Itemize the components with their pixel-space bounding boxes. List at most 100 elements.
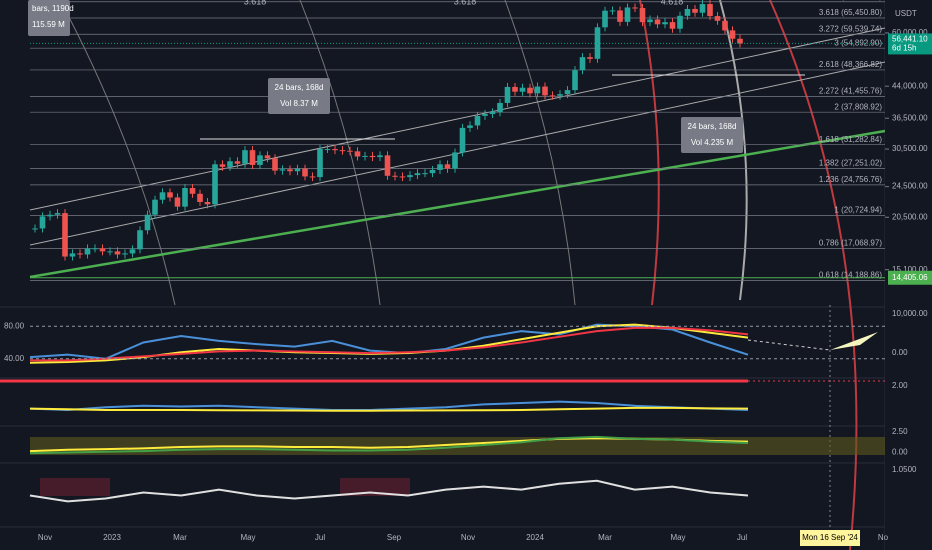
currency: USDT (895, 9, 917, 18)
y-tick-label: 15,100.00 (892, 265, 928, 274)
candle (392, 175, 398, 177)
trendline (29, 27, 886, 211)
candle (512, 86, 518, 92)
candle (437, 164, 443, 170)
price-tag (888, 33, 932, 55)
fib-arc (59, 0, 176, 306)
candle (632, 7, 638, 9)
range-box (268, 78, 330, 114)
fib-arc (719, 0, 748, 301)
arrow (830, 332, 878, 350)
candle (32, 228, 38, 230)
right-label: 0.00 (892, 348, 908, 357)
time-label: May (670, 533, 685, 542)
candle (39, 216, 46, 229)
right-label: 1.0500 (892, 465, 917, 474)
y-tick-label: 24,500.00 (892, 182, 928, 191)
candle (99, 248, 106, 252)
candle (482, 114, 488, 116)
candle (144, 214, 151, 231)
right-label: 0.00 (892, 448, 908, 457)
countdown: 6d 15h (892, 44, 916, 53)
time-label: 2023 (103, 533, 121, 542)
candle (197, 193, 203, 203)
candle (534, 86, 541, 94)
candle (212, 164, 218, 205)
candle (129, 249, 136, 254)
time-label: May (240, 533, 255, 542)
candle (572, 70, 578, 91)
candle (407, 175, 413, 178)
candle (362, 155, 368, 157)
right-label: 2.50 (892, 427, 908, 436)
candle (497, 102, 503, 113)
candle (257, 155, 263, 165)
top-label: 3.618 (244, 0, 267, 6)
candle (77, 253, 83, 255)
range-vol: Vol 8.37 M (280, 99, 318, 108)
left-label: 40.00 (4, 354, 25, 363)
fib-label: 1.618 (31,282.84) (819, 135, 882, 144)
fib-label: 1.382 (27,251.02) (819, 158, 882, 167)
fib-label: 0.618 (14,188.86) (819, 270, 882, 279)
candle (62, 213, 68, 257)
candle (624, 7, 631, 22)
info-box (28, 0, 70, 36)
fib-arc (504, 0, 576, 306)
candle (639, 7, 646, 23)
price-tag (888, 270, 932, 285)
right-label: 2.00 (892, 381, 908, 390)
candle (264, 155, 271, 159)
range-bars: 24 bars, 168d (275, 83, 324, 92)
projection (747, 339, 831, 351)
fib-label: 2.272 (41,455.76) (819, 86, 882, 95)
candle (182, 188, 188, 207)
time-label: No (878, 533, 889, 542)
range-bars: 24 bars, 168d (688, 122, 737, 131)
fib-label: 4 (71,976.88) (834, 0, 882, 1)
indicator-line (29, 406, 749, 412)
indicator-line (29, 479, 749, 503)
time-label: 2024 (526, 533, 544, 542)
candle (474, 115, 481, 126)
time-label: Mon 16 Sep '24 (802, 533, 858, 542)
zone (40, 478, 110, 496)
candle (137, 230, 143, 250)
candle (54, 213, 61, 215)
y-tick-label: 36,500.00 (892, 113, 928, 122)
candle (609, 10, 616, 12)
candle (227, 161, 233, 167)
candle (699, 4, 706, 13)
candle (587, 57, 593, 59)
candle (167, 192, 173, 198)
candle (489, 112, 496, 115)
indicator-line (29, 435, 749, 455)
range-box (681, 117, 743, 153)
candle (347, 150, 353, 152)
candle (579, 57, 586, 71)
candle (617, 10, 623, 22)
candle (302, 168, 308, 177)
candle (354, 151, 361, 157)
candle (242, 150, 248, 164)
left-label: 80.00 (4, 321, 25, 330)
candle (204, 202, 211, 205)
y-tick-label: 44,000.00 (892, 81, 928, 90)
fib-arc (769, 0, 858, 550)
candle (714, 16, 721, 21)
candle (287, 169, 293, 172)
candle (272, 158, 278, 171)
candle (602, 10, 608, 28)
candle (452, 152, 458, 169)
candle (669, 22, 676, 29)
candle (332, 149, 338, 151)
fib-label: 3 (54,892.90) (834, 38, 882, 47)
time-label: Jul (737, 533, 747, 542)
candle (707, 4, 713, 17)
fib-label: 3.618 (65,450.80) (819, 8, 882, 17)
info: bars, 1190d (32, 4, 74, 13)
time-tag (800, 530, 860, 546)
candle (399, 176, 406, 178)
y-tick-label: 20,500.00 (892, 212, 928, 221)
